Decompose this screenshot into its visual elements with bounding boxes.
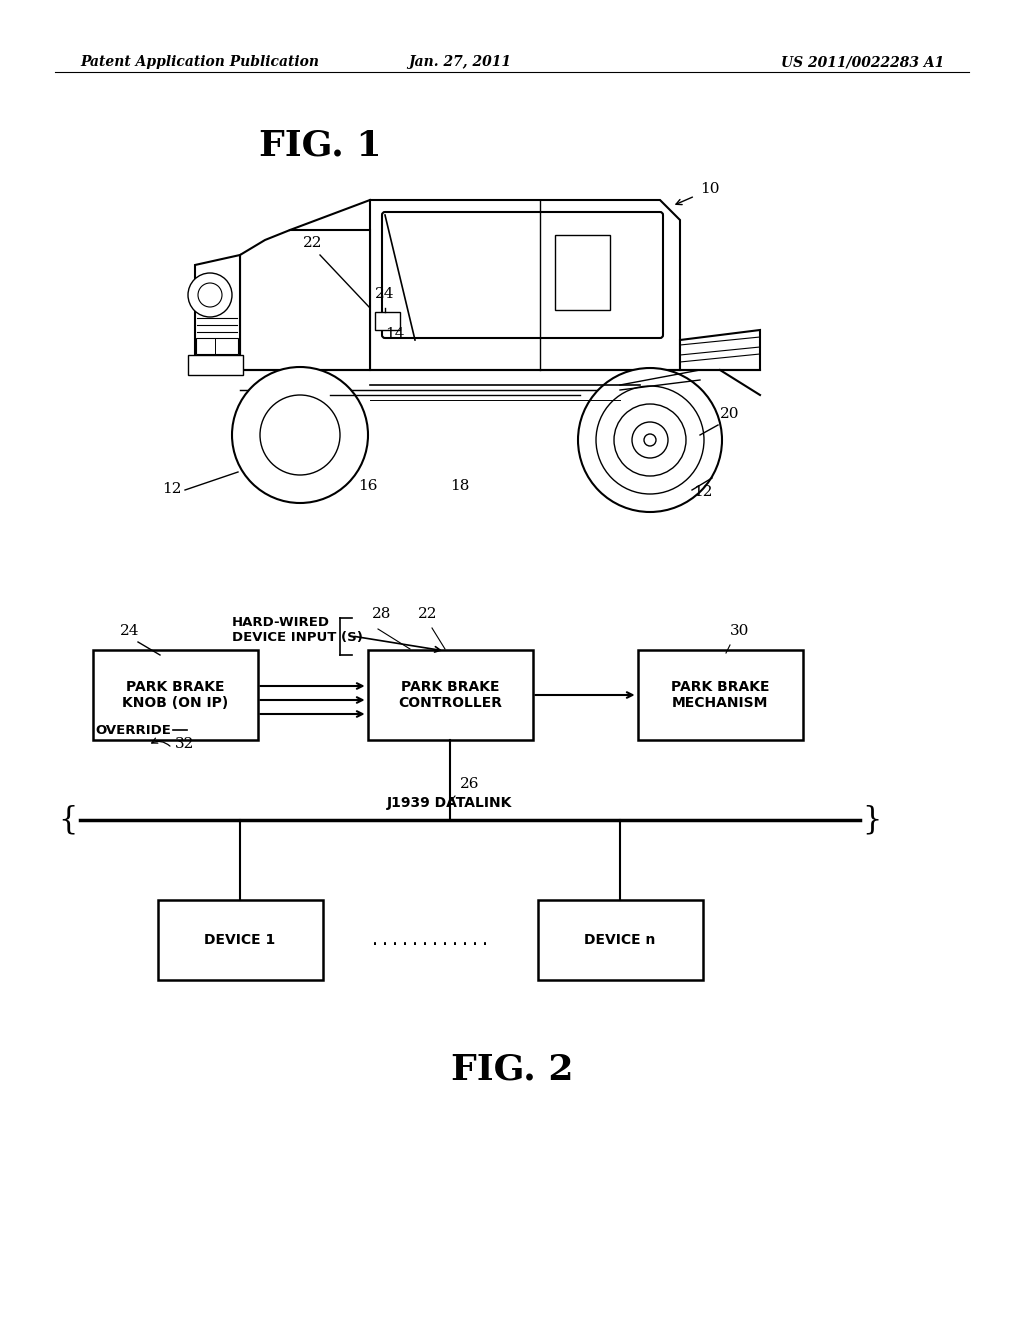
Circle shape: [260, 395, 340, 475]
Text: 28: 28: [372, 607, 391, 620]
Text: PARK BRAKE
MECHANISM: PARK BRAKE MECHANISM: [671, 680, 769, 710]
Text: 10: 10: [700, 182, 720, 195]
Circle shape: [578, 368, 722, 512]
Text: PARK BRAKE
KNOB (ON IP): PARK BRAKE KNOB (ON IP): [122, 680, 228, 710]
Text: FIG. 1: FIG. 1: [259, 128, 381, 162]
Circle shape: [198, 282, 222, 308]
FancyBboxPatch shape: [382, 213, 663, 338]
Text: 12: 12: [162, 482, 181, 496]
Text: HARD-WIRED: HARD-WIRED: [232, 615, 330, 628]
Text: 24: 24: [375, 286, 394, 301]
Circle shape: [232, 367, 368, 503]
Circle shape: [614, 404, 686, 477]
Text: US 2011/0022283 A1: US 2011/0022283 A1: [780, 55, 944, 69]
Text: FIG. 2: FIG. 2: [451, 1053, 573, 1086]
Text: 26: 26: [460, 777, 479, 791]
Polygon shape: [370, 201, 680, 370]
Bar: [368, 649, 532, 741]
Circle shape: [644, 434, 656, 446]
Text: OVERRIDE: OVERRIDE: [95, 723, 171, 737]
Bar: [375, 312, 400, 330]
Text: 24: 24: [120, 624, 139, 638]
Polygon shape: [195, 255, 240, 370]
Bar: [638, 649, 803, 741]
Circle shape: [632, 422, 668, 458]
Text: ............: ............: [370, 931, 490, 949]
Text: PARK BRAKE
CONTROLLER: PARK BRAKE CONTROLLER: [398, 680, 502, 710]
Bar: [555, 235, 610, 310]
Bar: [158, 900, 323, 979]
Bar: [196, 338, 238, 354]
Polygon shape: [680, 330, 760, 370]
Text: 22: 22: [418, 607, 437, 620]
Text: 12: 12: [693, 484, 713, 499]
Text: 20: 20: [720, 407, 739, 421]
Text: 14: 14: [385, 327, 404, 341]
Text: 22: 22: [303, 236, 323, 249]
Text: 32: 32: [175, 737, 195, 751]
Text: J1939 DATALINK: J1939 DATALINK: [387, 796, 513, 810]
Text: 18: 18: [450, 479, 469, 492]
Polygon shape: [240, 230, 370, 370]
Text: DEVICE 1: DEVICE 1: [205, 933, 275, 946]
Text: 16: 16: [358, 479, 378, 492]
Bar: [538, 900, 702, 979]
Bar: [92, 649, 257, 741]
Text: {: {: [58, 804, 78, 836]
Text: DEVICE INPUT (S): DEVICE INPUT (S): [232, 631, 362, 644]
Text: DEVICE n: DEVICE n: [585, 933, 655, 946]
Text: 30: 30: [730, 624, 750, 638]
Text: Jan. 27, 2011: Jan. 27, 2011: [409, 55, 512, 69]
Bar: [188, 355, 243, 375]
Circle shape: [188, 273, 232, 317]
Text: }: }: [862, 804, 882, 836]
Text: Patent Application Publication: Patent Application Publication: [80, 55, 319, 69]
Circle shape: [596, 385, 705, 494]
